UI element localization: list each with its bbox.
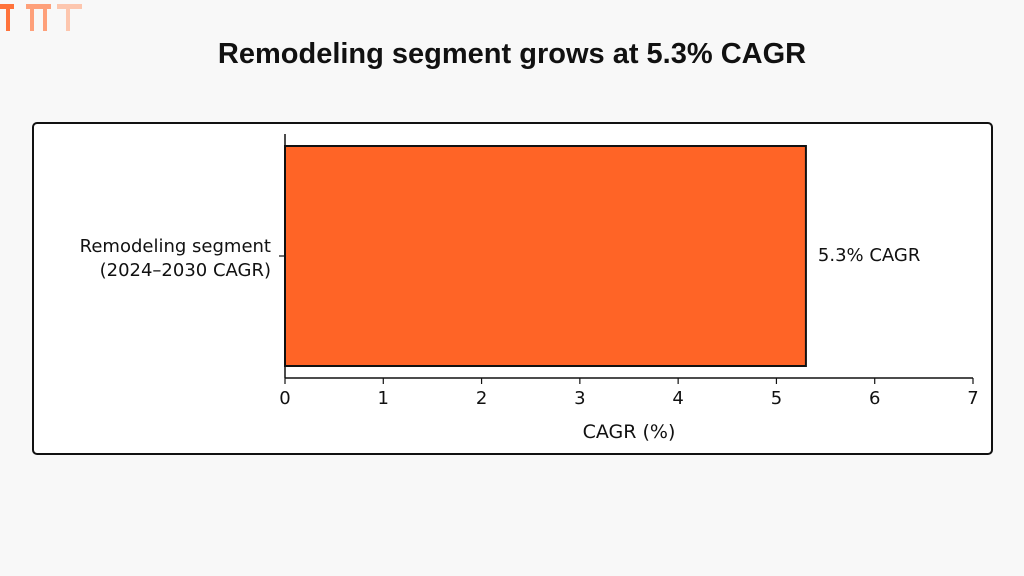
x-axis-label: CAGR (%) <box>583 421 676 443</box>
x-tick-label: 6 <box>869 388 880 409</box>
x-tick-label: 4 <box>672 388 683 409</box>
x-tick-label: 3 <box>574 388 585 409</box>
y-tick-label: Remodeling segment <box>80 236 271 257</box>
x-tick-label: 0 <box>279 388 290 409</box>
chart-title: Remodeling segment grows at 5.3% CAGR <box>217 38 807 70</box>
x-tick-label: 1 <box>378 388 389 409</box>
x-tick-label: 7 <box>967 388 978 409</box>
bar <box>284 145 807 367</box>
data-label: 5.3% CAGR <box>818 245 920 266</box>
x-tick-label: 5 <box>771 388 782 409</box>
x-tick-label: 2 <box>476 388 487 409</box>
brand-logo <box>0 4 82 31</box>
y-tick-label: (2024–2030 CAGR) <box>100 260 271 281</box>
